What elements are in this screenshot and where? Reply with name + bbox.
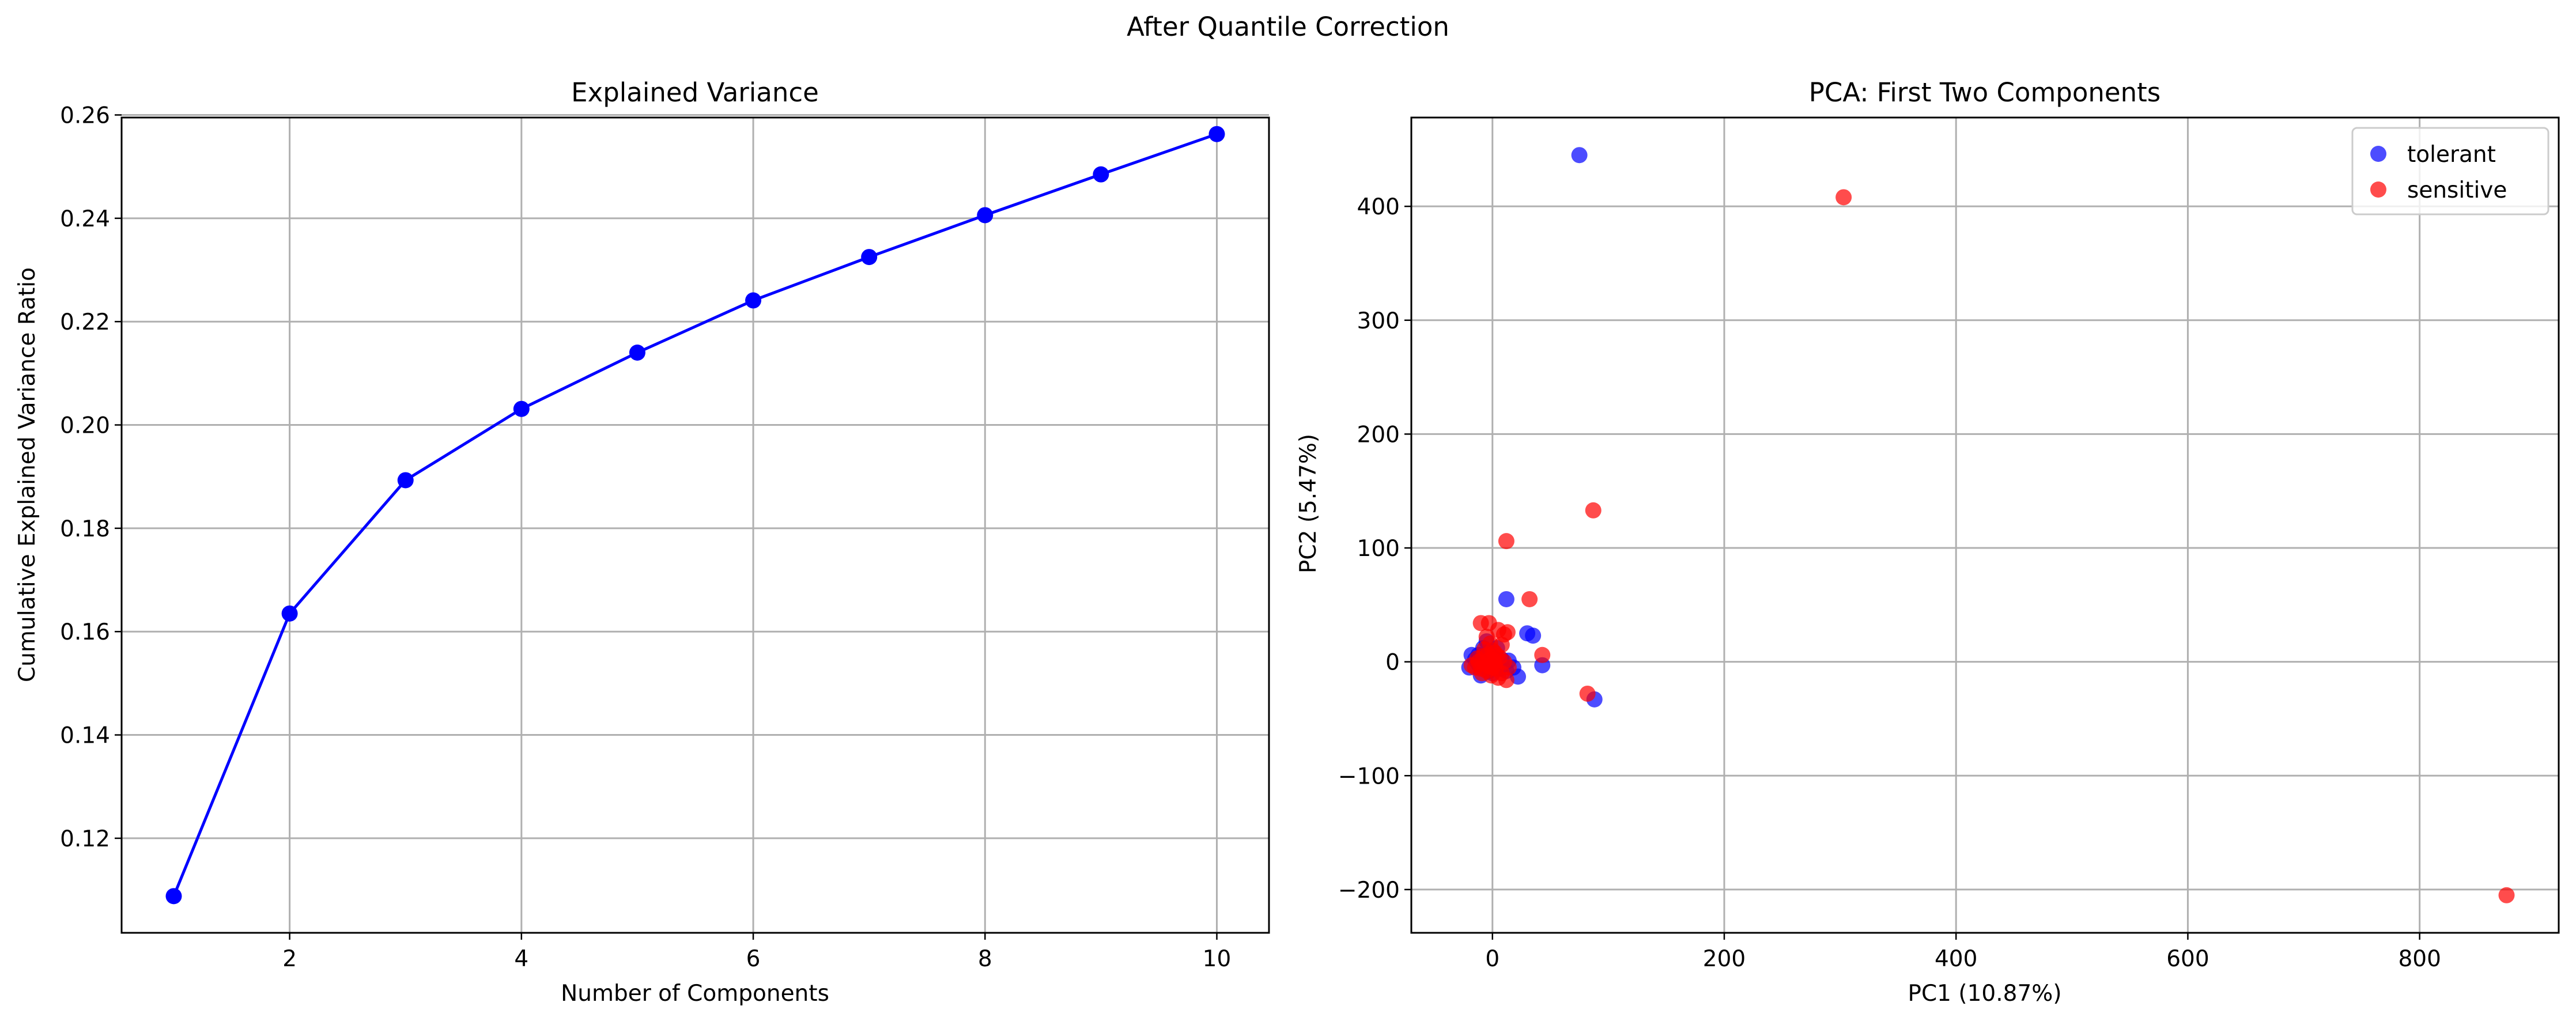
y-tick-label: 400 [1357,194,1400,220]
y-tick-label: 0.20 [60,413,110,439]
x-tick-label: 200 [1703,946,1746,972]
chart-title: Explained Variance [571,77,819,108]
y-tick-label: 0.14 [60,723,110,749]
x-tick-label: 0 [1485,946,1499,972]
y-tick-label: 0.18 [60,516,110,542]
legend: tolerant sensitive [2351,127,2549,215]
grid [122,114,1269,933]
scatter-point [1585,502,1601,519]
data-point [397,472,414,489]
data-point [1208,126,1225,142]
data-point [281,605,298,622]
data-point [513,400,530,417]
x-tick-label: 10 [1203,946,1232,972]
data-point [165,888,182,905]
legend-marker [2370,146,2386,162]
data-point [977,207,994,224]
series-line [172,133,1218,897]
legend-marker [2370,181,2386,198]
scatter-point [1498,591,1514,607]
scatter-point [1571,147,1588,164]
y-tick-label: −200 [1338,878,1400,903]
pca-scatter-chart: PCA: First Two Components PC1 (10.87%) P… [1295,77,2560,1007]
data-point [629,345,645,361]
x-tick-label: 400 [1935,946,1977,972]
x-axis-label: PC1 (10.87%) [1908,981,2061,1007]
scatter-point [1835,189,1852,206]
plot-frame [120,116,1270,934]
scatter-point [1486,644,1503,661]
y-axis-label: Cumulative Explained Variance Ratio [14,267,40,682]
y-tick-label: 300 [1357,308,1400,334]
data-point [745,292,762,309]
y-tick-label: 0.24 [60,206,110,232]
x-tick-label: 6 [746,946,761,972]
x-tick-label: 600 [2166,946,2209,972]
x-tick-label: 800 [2398,946,2441,972]
legend-box [2351,127,2549,215]
x-tick-label: 2 [282,946,297,972]
scatter-point [1484,659,1501,676]
plot-frame [1410,116,2560,934]
y-tick-label: 200 [1357,422,1400,448]
x-tick-label: 8 [978,946,992,972]
data-point [861,249,878,266]
x-tick-label: 4 [514,946,528,972]
legend-label: sensitive [2407,177,2507,203]
y-tick-label: 0.22 [60,309,110,335]
chart-title: PCA: First Two Components [1809,77,2160,108]
series-sensitive [1463,189,2515,903]
y-tick-label: 0.12 [60,826,110,852]
scatter-point [1579,685,1596,702]
legend-label: tolerant [2407,142,2496,168]
ticks: 2 4 6 8 10 0.12 0.14 0.16 0.18 0.20 0.22 0.24 0.26 [60,103,1231,972]
scatter-point [1534,646,1551,663]
y-tick-label: 0 [1385,650,1400,676]
y-tick-label: 0.16 [60,619,110,645]
data-point [1093,166,1109,183]
scatter-point [1472,660,1489,677]
figure-suptitle: After Quantile Correction [1127,12,1449,42]
y-axis-label: PC2 (5.47%) [1295,434,1321,573]
ticks: 0 200 400 600 800 −200 −100 0 100 200 300 400 [1338,194,2441,972]
y-tick-label: 0.26 [60,103,110,129]
scatter-point [1500,659,1517,676]
explained-variance-chart: Explained Variance Number of Components … [14,77,1270,1007]
y-tick-label: 100 [1357,536,1400,562]
grid [1411,118,2559,933]
scatter-point [1521,591,1538,607]
scatter-point [1498,533,1514,550]
y-tick-label: −100 [1338,763,1400,789]
scatter-point [1525,627,1542,644]
x-axis-label: Number of Components [561,981,829,1007]
scatter-point [2498,887,2515,903]
